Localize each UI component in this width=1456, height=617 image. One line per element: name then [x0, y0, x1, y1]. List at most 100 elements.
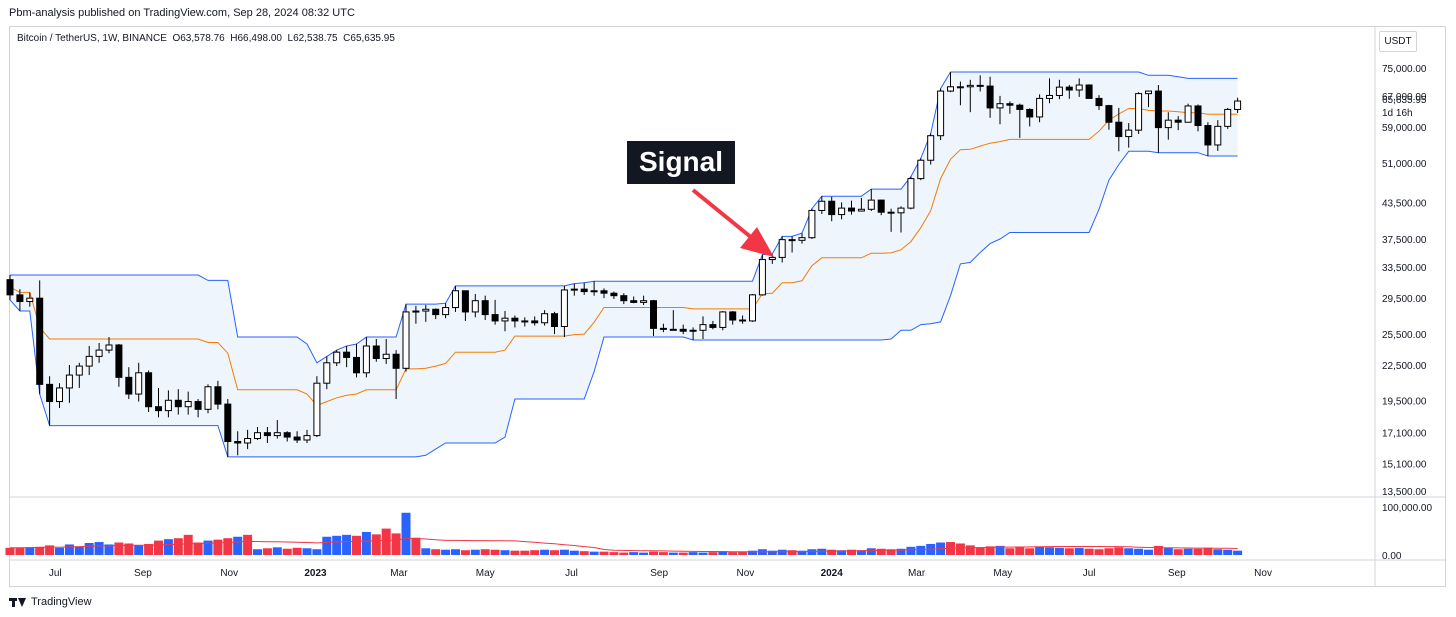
- candle: [1145, 90, 1152, 108]
- volume-bar: [866, 548, 876, 555]
- candle: [313, 376, 321, 438]
- time-tick-label: Sep: [134, 568, 152, 579]
- price-tick-label: 43,500.00: [1382, 198, 1427, 209]
- tradingview-logo-icon: [9, 597, 27, 607]
- volume-bar: [64, 544, 74, 555]
- candle-body: [590, 290, 598, 293]
- candle: [125, 367, 133, 400]
- candle: [174, 389, 182, 415]
- candle-body: [1095, 97, 1103, 107]
- candle-body: [1046, 94, 1053, 99]
- volume-bar: [708, 552, 718, 555]
- volume-bar: [1094, 549, 1104, 555]
- candle: [947, 71, 954, 93]
- candle-body: [402, 311, 410, 369]
- footer: TradingView: [9, 596, 92, 608]
- candle: [1125, 123, 1133, 148]
- candle: [115, 343, 123, 387]
- volume-bar: [1035, 546, 1045, 555]
- volume-bar: [25, 547, 35, 555]
- legend-open: O63,578.76: [172, 33, 225, 44]
- candle: [917, 158, 925, 181]
- volume-bar: [302, 548, 312, 555]
- candle: [184, 391, 192, 415]
- volume-bar: [134, 545, 144, 555]
- candle-body: [610, 292, 618, 297]
- volume-bar: [213, 539, 223, 555]
- volume-bar: [1054, 547, 1064, 555]
- volume-bar: [173, 538, 183, 555]
- volume-bar: [916, 545, 926, 555]
- candles: [6, 71, 1242, 457]
- volume-bar: [658, 552, 668, 555]
- candle: [996, 95, 1004, 125]
- candle: [867, 189, 875, 212]
- candle: [353, 343, 360, 378]
- volume-bar: [827, 549, 837, 555]
- price-tick-label: 13,500.00: [1382, 487, 1427, 498]
- candle-body: [234, 440, 242, 444]
- volume-bar: [1183, 548, 1193, 555]
- candle: [1065, 85, 1073, 99]
- candle: [1184, 103, 1192, 123]
- volume-bar: [193, 542, 203, 555]
- volume-bar: [579, 551, 589, 555]
- volume-bar: [520, 550, 530, 555]
- candle: [1154, 85, 1162, 153]
- candle-body: [184, 401, 192, 408]
- candle: [432, 308, 440, 320]
- candle-body: [778, 239, 786, 258]
- volume-bars: [5, 512, 1243, 555]
- candle: [739, 315, 747, 324]
- candle-body: [551, 313, 558, 327]
- price-tick-label: 25,500.00: [1382, 330, 1427, 341]
- time-tick-label: May: [476, 568, 495, 579]
- volume-bar: [292, 547, 302, 555]
- currency-button[interactable]: USDT: [1379, 31, 1417, 52]
- candle-body: [1135, 93, 1143, 131]
- candle: [85, 346, 93, 376]
- candle: [194, 399, 202, 418]
- volume-bar: [421, 548, 431, 555]
- candle-body: [570, 288, 578, 291]
- volume-bar: [748, 550, 757, 555]
- candle: [164, 390, 172, 418]
- volume-bar: [84, 543, 94, 555]
- volume-bar: [480, 549, 490, 555]
- candle: [719, 311, 727, 331]
- candle: [244, 429, 252, 450]
- candle: [907, 176, 915, 210]
- candle: [362, 337, 370, 378]
- volume-bar: [1104, 548, 1114, 555]
- signal-label: Signal: [639, 146, 723, 177]
- candle-body: [135, 372, 143, 395]
- candle-body: [382, 353, 390, 359]
- candle-body: [481, 300, 489, 316]
- volume-bar: [5, 547, 15, 555]
- volume-bar: [569, 550, 579, 555]
- candle-body: [1006, 103, 1014, 106]
- basis-line: [9, 108, 1238, 406]
- candle-body: [659, 327, 667, 330]
- candle: [1016, 103, 1024, 138]
- time-tick-label: Nov: [737, 568, 755, 579]
- volume-bar: [876, 548, 886, 555]
- volume-bar: [1163, 547, 1173, 555]
- volume-bar: [381, 528, 391, 555]
- candle-body: [273, 432, 281, 437]
- volume-bar: [599, 551, 609, 555]
- candle: [966, 79, 974, 113]
- volume-bar: [253, 549, 262, 555]
- candle-body: [56, 387, 63, 403]
- footer-brand: TradingView: [31, 596, 92, 608]
- symbol-name: Bitcoin / TetherUS, 1W, BINANCE: [17, 33, 167, 44]
- candle: [234, 431, 242, 456]
- candle-body: [1174, 119, 1182, 123]
- candle: [1204, 122, 1212, 156]
- lower-band: [9, 150, 1238, 458]
- volume-bar: [361, 531, 371, 555]
- volume-bar: [104, 544, 114, 555]
- volume-bar: [282, 548, 292, 555]
- volume-bar: [649, 551, 658, 555]
